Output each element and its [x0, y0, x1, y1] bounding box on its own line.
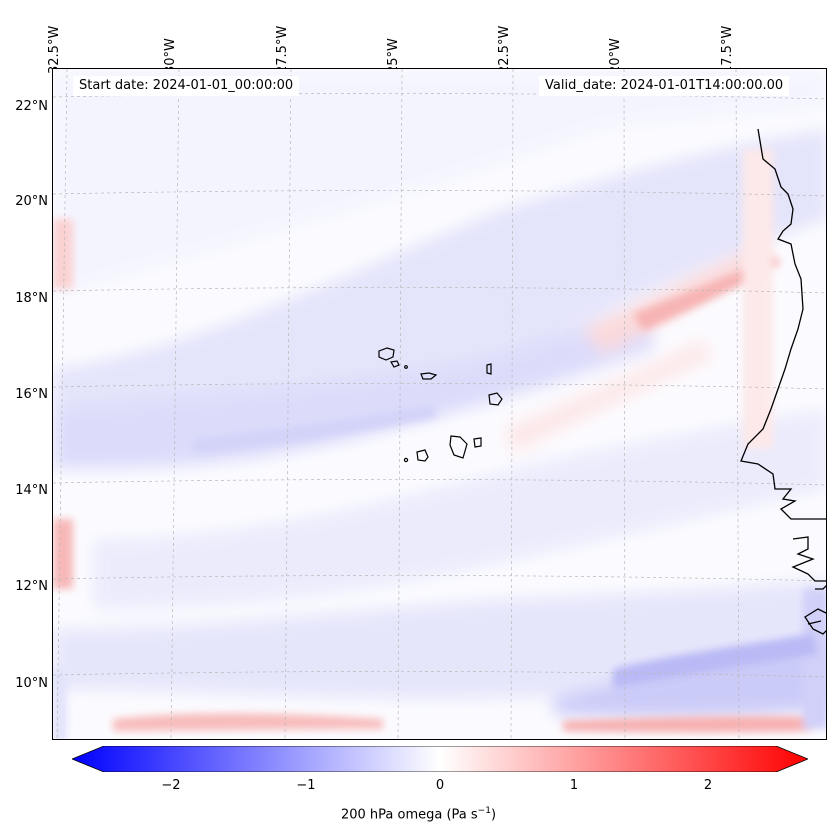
lat-label-20n: 20°N	[15, 194, 48, 209]
colorbar-tick-0: 0	[435, 778, 445, 793]
valid-date-label: Valid_date: 2024-01-01T14:00:00.00	[539, 76, 790, 96]
colorbar-label: 200 hPa omega (Pa s−1)	[340, 806, 497, 823]
lon-label-20w: 20°W	[608, 38, 623, 74]
colorbar-tick-neg1: −1	[296, 778, 316, 793]
lon-label-17-5w: 17.5°W	[720, 25, 735, 74]
lon-label-25w: 25°W	[386, 38, 401, 74]
start-date-label: Start date: 2024-01-01_00:00:00	[73, 76, 300, 96]
lat-label-10n: 10°N	[15, 676, 48, 691]
africa-coastline	[740, 128, 826, 635]
omega-map-panel	[52, 68, 827, 740]
colorbar-tick-2: 2	[703, 778, 713, 793]
lon-label-27-5w: 27.5°W	[275, 25, 290, 74]
lon-label-22-5w: 22.5°W	[497, 25, 512, 74]
lon-label-30w: 30°W	[163, 38, 178, 74]
omega-field	[53, 69, 826, 739]
lat-label-16n: 16°N	[15, 387, 48, 402]
lat-label-22n: 22°N	[15, 99, 48, 114]
lat-label-12n: 12°N	[15, 579, 48, 594]
colorbar-tick-1: 1	[569, 778, 579, 793]
colorbar	[70, 745, 810, 773]
lat-label-18n: 18°N	[15, 291, 48, 306]
colorbar-tick-neg2: −2	[161, 778, 181, 793]
lat-label-14n: 14°N	[15, 483, 48, 498]
lon-label-32-5w: 32.5°W	[47, 25, 62, 74]
cape-verde-islands	[378, 347, 503, 463]
